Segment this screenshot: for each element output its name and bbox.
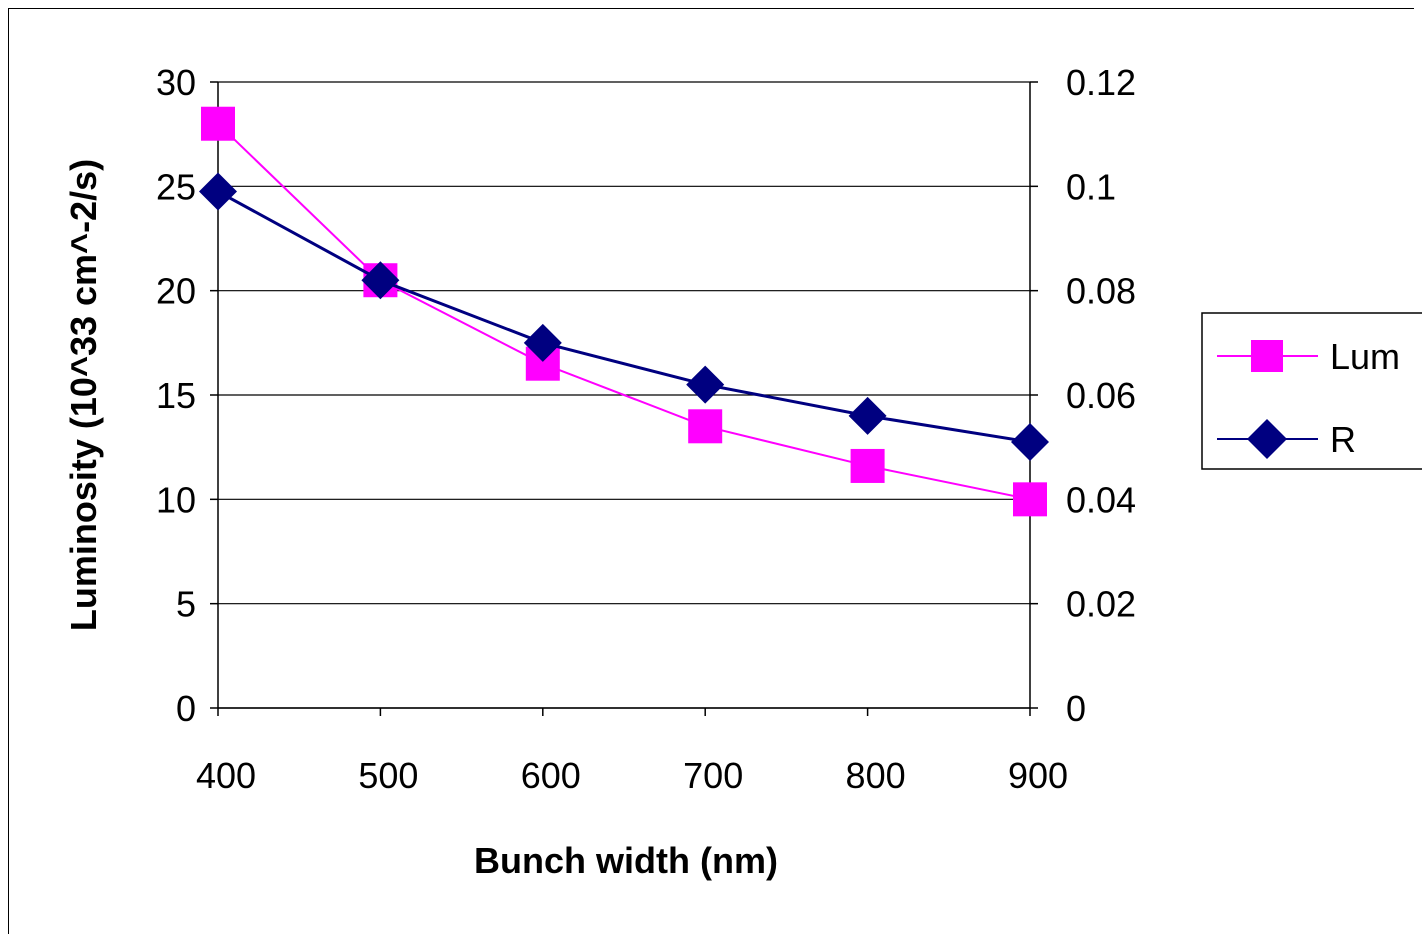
point-r <box>848 396 887 435</box>
series-layer <box>199 106 1049 517</box>
legend-box <box>1201 312 1422 470</box>
point-lum <box>688 409 723 444</box>
x-tick-label: 500 <box>358 755 418 796</box>
legend: Lum R <box>1201 312 1422 470</box>
x-tick-label: 800 <box>846 755 906 796</box>
chart-frame <box>8 8 1414 934</box>
x-tick-label: 700 <box>683 755 743 796</box>
x-tick-label: 900 <box>1008 755 1068 796</box>
y-tick-label: 15 <box>156 375 196 416</box>
axes <box>210 81 1038 716</box>
y-tick-label: 5 <box>176 584 196 625</box>
x-tick-label: 600 <box>521 755 581 796</box>
series-line-r <box>217 190 1031 444</box>
y-axis-title: Luminosity (10^33 cm^-2/s) <box>63 159 104 631</box>
x-axis-title: Bunch width (nm) <box>474 840 778 881</box>
point-r <box>686 365 725 404</box>
point-lum <box>850 448 885 483</box>
y2-tick-label: 0.1 <box>1066 166 1116 207</box>
series-line-lum <box>217 123 1031 501</box>
y2-tick-label: 0.04 <box>1066 479 1136 520</box>
y2-tick-label: 0.12 <box>1066 62 1136 103</box>
tick-labels: 0 5 10 15 20 25 30 0 0.02 0.04 0.06 0.08 0.1 0.12 400 5… <box>156 62 1136 796</box>
point-lum <box>1013 482 1047 517</box>
point-r <box>199 172 237 211</box>
point-lum <box>201 106 235 141</box>
legend-marker-r <box>1247 419 1287 459</box>
y2-tick-label: 0 <box>1066 688 1086 729</box>
y2-tick-label: 0.02 <box>1066 584 1136 625</box>
y-tick-label: 25 <box>156 166 196 207</box>
point-r <box>1011 422 1049 461</box>
legend-marker-lum <box>1251 340 1283 372</box>
legend-label-r: R <box>1330 419 1356 460</box>
y-tick-label: 30 <box>156 62 196 103</box>
y2-tick-label: 0.06 <box>1066 375 1136 416</box>
point-r <box>361 261 400 300</box>
y-tick-label: 10 <box>156 479 196 520</box>
point-r <box>523 323 562 362</box>
y-tick-label: 0 <box>176 688 196 729</box>
y2-tick-label: 0.08 <box>1066 271 1136 312</box>
legend-label-lum: Lum <box>1330 336 1400 377</box>
y-tick-label: 20 <box>156 271 196 312</box>
x-tick-label: 400 <box>196 755 256 796</box>
